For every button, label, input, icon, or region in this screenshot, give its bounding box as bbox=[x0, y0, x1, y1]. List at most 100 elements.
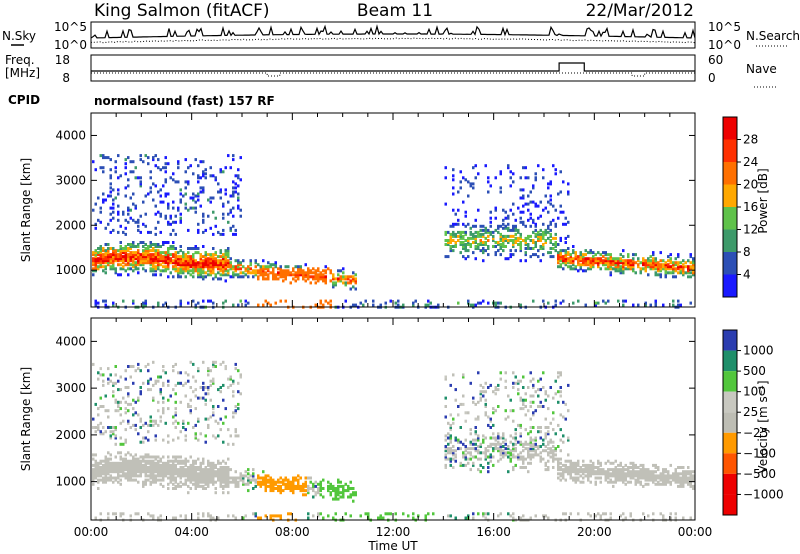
power-cell bbox=[567, 190, 570, 194]
velocity-cell bbox=[489, 459, 492, 463]
velocity-cell bbox=[97, 426, 100, 429]
power-cell bbox=[552, 255, 555, 259]
velocity-cell bbox=[454, 388, 457, 392]
velocity-cell bbox=[117, 476, 120, 480]
power-cell bbox=[124, 158, 127, 162]
power-cell bbox=[229, 263, 232, 267]
velocity-cell bbox=[477, 400, 480, 404]
power-cell bbox=[222, 265, 225, 269]
power-cell bbox=[302, 277, 305, 281]
velocity-cell bbox=[524, 398, 527, 402]
velocity-cbar-tick-label: −1000 bbox=[743, 487, 784, 501]
power-cell bbox=[102, 257, 105, 261]
velocity-cell bbox=[642, 484, 645, 488]
power-cell bbox=[337, 279, 340, 283]
power-cell bbox=[589, 267, 592, 271]
velocity-cell bbox=[529, 461, 532, 465]
power-cell bbox=[237, 265, 240, 269]
power-cell bbox=[257, 275, 260, 279]
power-cell bbox=[174, 251, 177, 255]
power-cell bbox=[447, 239, 450, 242]
power-cell bbox=[474, 257, 477, 261]
power-cell bbox=[247, 265, 250, 269]
power-cell bbox=[632, 265, 635, 269]
power-cell bbox=[187, 267, 190, 271]
power-cell bbox=[254, 269, 257, 273]
power-cell bbox=[152, 249, 155, 253]
velocity-cell bbox=[174, 419, 177, 423]
velocity-cell bbox=[497, 459, 500, 463]
power-cell bbox=[197, 269, 200, 273]
power-cell bbox=[122, 261, 125, 265]
power-cell bbox=[449, 241, 452, 244]
power-cell bbox=[554, 232, 557, 236]
velocity-cell bbox=[529, 371, 532, 375]
power-cell bbox=[112, 255, 115, 259]
velocity-cell bbox=[212, 362, 215, 366]
velocity-cell bbox=[209, 369, 212, 373]
velocity-cell bbox=[689, 478, 692, 482]
velocity-cell bbox=[299, 476, 302, 480]
power-cell bbox=[132, 218, 135, 222]
power-cell bbox=[567, 192, 570, 196]
velocity-cell bbox=[144, 453, 147, 457]
velocity-cell bbox=[449, 426, 452, 429]
power-cell bbox=[189, 255, 192, 259]
velocity-cell bbox=[674, 472, 677, 476]
velocity-cell bbox=[684, 472, 687, 476]
power-cell bbox=[209, 200, 212, 204]
velocity-cell bbox=[184, 371, 187, 375]
power-cell bbox=[109, 182, 112, 186]
power-cell bbox=[542, 176, 545, 180]
velocity-cell bbox=[569, 461, 572, 465]
velocity-cell bbox=[189, 480, 192, 484]
velocity-cell bbox=[194, 487, 197, 490]
power-cell bbox=[194, 265, 197, 269]
velocity-cell bbox=[119, 455, 122, 459]
power-cell bbox=[149, 269, 152, 273]
power-cell bbox=[219, 269, 222, 273]
velocity-cell bbox=[307, 491, 310, 495]
power-cell bbox=[452, 178, 455, 182]
power-cell bbox=[202, 275, 205, 279]
power-cell bbox=[137, 176, 140, 180]
velocity-cell bbox=[117, 388, 120, 392]
velocity-cell bbox=[182, 470, 185, 474]
power-cell bbox=[559, 259, 562, 263]
power-cell bbox=[512, 253, 515, 257]
velocity-cell bbox=[502, 445, 505, 448]
velocity-cell bbox=[114, 398, 117, 402]
velocity-cell bbox=[452, 421, 455, 425]
velocity-cell bbox=[639, 474, 642, 478]
velocity-cell bbox=[247, 480, 250, 484]
velocity-cell bbox=[589, 480, 592, 484]
velocity-cell bbox=[162, 396, 165, 400]
velocity-cell bbox=[539, 457, 542, 461]
velocity-cell bbox=[452, 445, 455, 448]
velocity-cell bbox=[557, 445, 560, 448]
power-cell bbox=[109, 186, 112, 190]
velocity-cell bbox=[537, 405, 540, 408]
power-cell bbox=[209, 269, 212, 273]
power-cell bbox=[499, 253, 502, 257]
power-cell bbox=[214, 216, 217, 220]
power-cell bbox=[532, 299, 535, 303]
power-cell bbox=[202, 255, 205, 259]
velocity-cell bbox=[457, 438, 460, 442]
power-cell bbox=[527, 176, 530, 180]
velocity-cell bbox=[609, 478, 612, 482]
velocity-cell bbox=[102, 379, 105, 383]
power-cell bbox=[464, 230, 467, 234]
velocity-cell bbox=[349, 493, 352, 497]
power-cell bbox=[122, 265, 125, 269]
power-cell bbox=[274, 277, 277, 281]
velocity-cell bbox=[552, 428, 555, 432]
velocity-cell bbox=[349, 495, 352, 499]
power-cell bbox=[587, 263, 590, 267]
velocity-cell bbox=[254, 514, 257, 518]
power-cell bbox=[292, 277, 295, 281]
power-cell bbox=[679, 303, 682, 307]
power-cell bbox=[159, 259, 162, 263]
velocity-cell bbox=[342, 495, 345, 499]
power-cell bbox=[604, 261, 607, 265]
